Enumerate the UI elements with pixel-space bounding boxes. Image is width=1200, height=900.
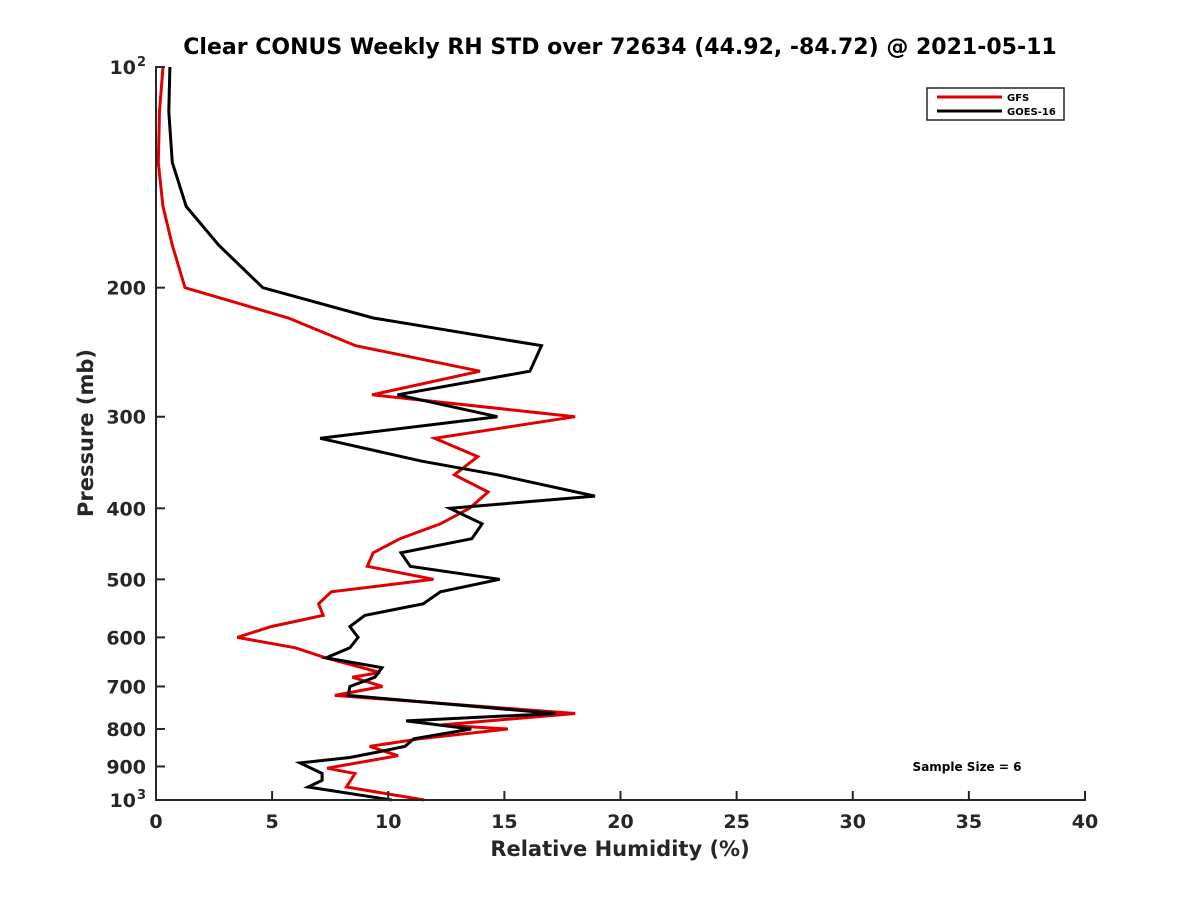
legend: GFS GOES-16: [926, 87, 1065, 121]
series-line-gfs: [156, 66, 576, 802]
sample-size-annotation: Sample Size = 6: [913, 760, 1022, 774]
y-tick-label: 500: [106, 569, 146, 591]
x-axis-label: Relative Humidity (%): [490, 837, 749, 861]
y-tick-exponent: 3: [137, 788, 146, 803]
y-tick-label: 200: [106, 278, 146, 300]
series-line-goes16: [167, 66, 596, 802]
x-tick-label: 15: [491, 811, 517, 833]
y-tick-label: 800: [106, 719, 146, 741]
x-tick-label: 5: [266, 811, 279, 833]
y-tick-label: 700: [106, 676, 146, 698]
y-axis-label: Pressure (mb): [74, 349, 98, 517]
legend-label-gfs: GFS: [1007, 93, 1029, 104]
y-tick-exponent: 2: [137, 55, 146, 70]
chart-title: Clear CONUS Weekly RH STD over 72634 (44…: [183, 35, 1056, 60]
legend-label-goes16: GOES-16: [1007, 107, 1056, 118]
x-tick-label: 25: [723, 811, 749, 833]
x-ticks: 0 5 10 15 20 25 30 35 40: [149, 791, 1098, 833]
series-layer: [156, 66, 596, 802]
x-tick-label: 20: [607, 811, 633, 833]
x-tick-label: 10: [375, 811, 401, 833]
x-tick-label: 30: [840, 811, 866, 833]
y-tick-label: 400: [106, 498, 146, 520]
x-tick-label: 40: [1072, 811, 1098, 833]
y-tick-label: 10: [110, 57, 136, 79]
legend-box: [926, 87, 1065, 121]
x-tick-label: 0: [149, 811, 162, 833]
y-tick-label: 10: [110, 790, 136, 812]
y-tick-label: 300: [106, 407, 146, 429]
y-tick-label: 600: [106, 627, 146, 649]
y-tick-label: 900: [106, 756, 146, 778]
x-tick-label: 35: [956, 811, 982, 833]
